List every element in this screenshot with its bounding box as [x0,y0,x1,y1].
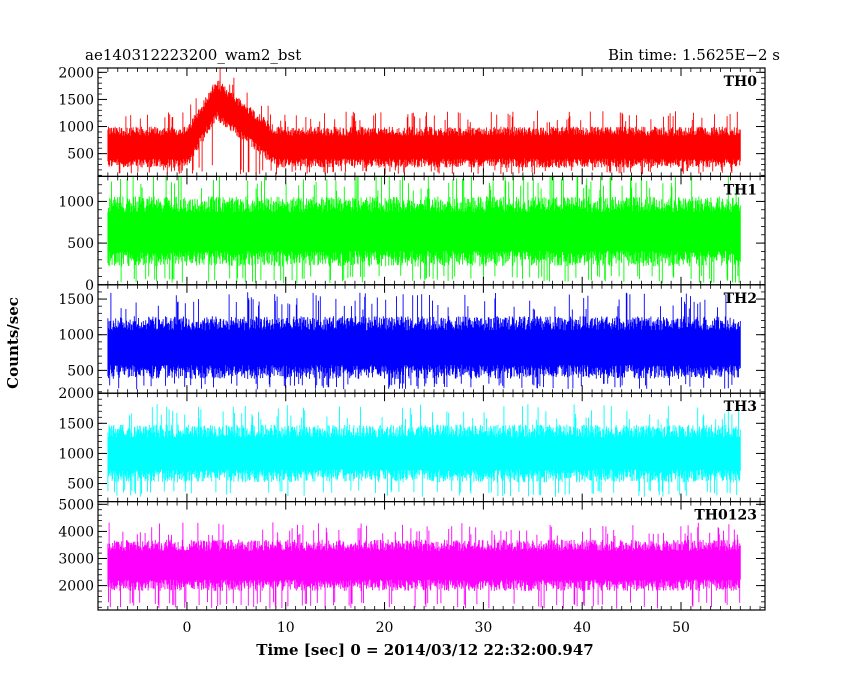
x-tick-labels: 0 10 20 30 40 50 [182,620,689,636]
y-tick-label: 2000 [58,386,94,402]
y-tick-label: 0 [85,278,94,294]
y-tick-label: 2000 [58,579,94,595]
y-tick-label: 2000 [58,65,94,81]
y-tick-label: 1000 [58,328,94,344]
x-tick-label: 0 [182,620,191,636]
x-tick-label: 30 [474,620,492,636]
series-th2 [107,292,741,390]
y-tick-label: 500 [67,236,94,252]
y-tick-label: 3000 [58,552,94,568]
panel-frame [97,501,766,611]
series-th0 [107,68,741,175]
y-tick-label: 4000 [58,524,94,540]
y-tick-label: 500 [67,363,94,379]
chart-title: ae140312223200_wam2_bst [85,46,301,64]
y-tick-label: 1000 [58,194,94,210]
y-tick-label: 500 [67,477,94,493]
x-tick-label: 10 [277,620,295,636]
panels-group: 500100015002000TH005001000TH150010001500… [58,65,766,636]
series-th0123 [107,522,741,609]
y-tick-label: 1500 [58,416,94,432]
panel-th2: 500 1000 1500 TH2 [58,284,766,394]
x-tick-label: 50 [672,620,690,636]
x-axis-label: Time [sec] 0 = 2014/03/12 22:32:00.947 [256,641,593,659]
y-tick-label: 1500 [58,292,94,308]
panel-label: TH3 [724,399,757,415]
panel-th0: 500 1000 1500 2000 TH0 [58,65,766,178]
y-tick-label: 1000 [58,446,94,462]
panel-label: TH0123 [694,508,757,524]
y-tick-label: 1500 [58,92,94,108]
panel-th3: 500 1000 1500 2000 TH3 [58,386,766,503]
panel-th1: 0 500 1000 TH1 [58,175,766,294]
y-tick-label: 1000 [58,120,94,136]
y-axis-label: Counts/sec [4,297,22,389]
panel-label: TH2 [724,291,757,307]
x-tick-label: 40 [573,620,591,636]
panel-th0123: 2000 3000 4000 5000 TH0123 [58,497,766,611]
bin-time-label: Bin time: 1.5625E−2 s [608,46,780,64]
panel-label: TH1 [724,182,757,198]
series-th3 [107,403,741,497]
x-tick-label: 20 [376,620,394,636]
y-tick-label: 500 [67,147,94,163]
series-th1 [107,176,741,284]
y-tick-label: 5000 [58,497,94,513]
panel-label: TH0 [724,74,758,90]
